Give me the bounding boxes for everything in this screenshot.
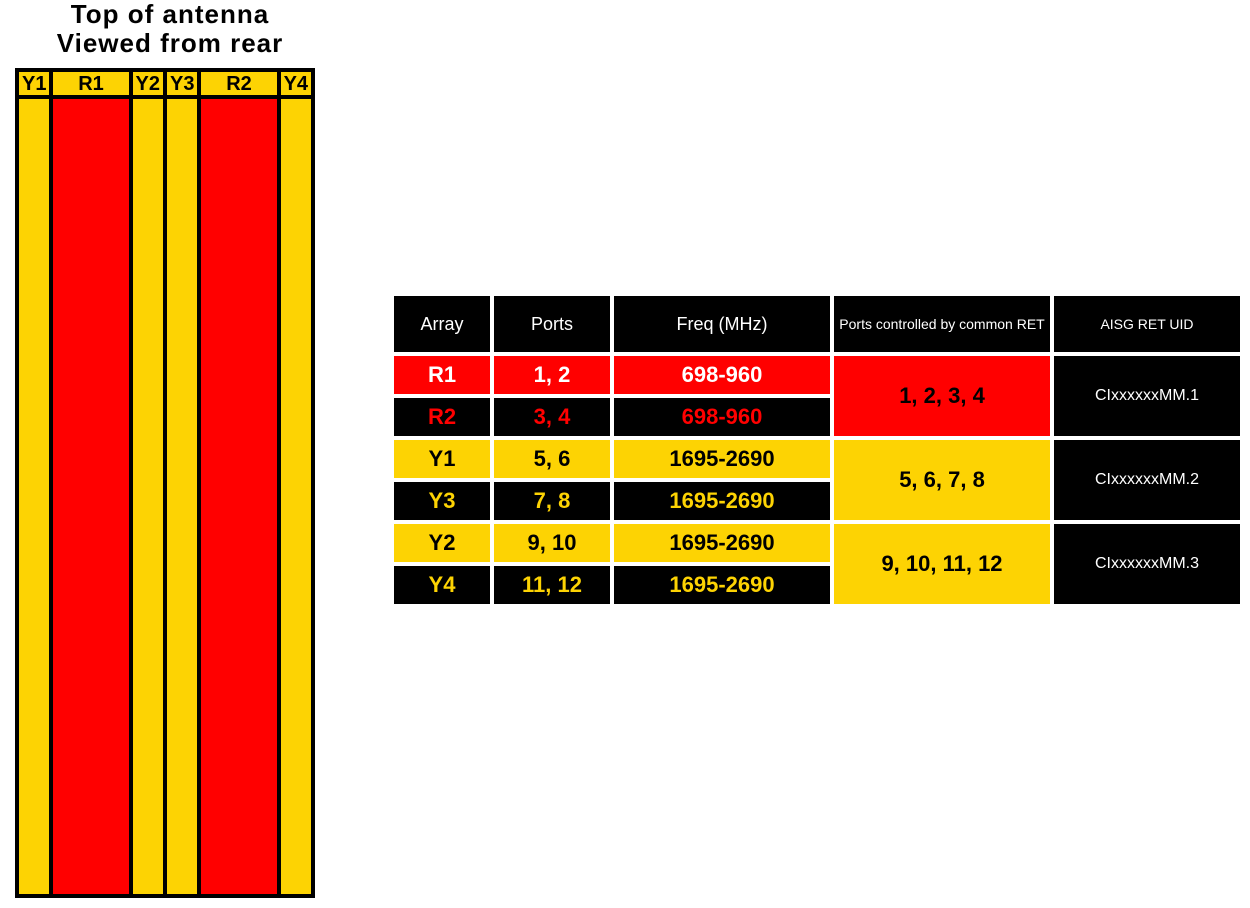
cell-freq: 698-960 <box>612 354 832 396</box>
antenna-column-label: Y4 <box>281 72 311 99</box>
cell-array: Y4 <box>392 564 492 606</box>
cell-uid: CIxxxxxxMM.1 <box>1052 354 1242 438</box>
cell-ports: 5, 6 <box>492 438 612 480</box>
table-header: Array <box>392 294 492 354</box>
table-row: R11, 2698-9601, 2, 3, 4CIxxxxxxMM.1 <box>392 354 1242 396</box>
cell-freq: 1695-2690 <box>612 564 832 606</box>
cell-ports: 11, 12 <box>492 564 612 606</box>
cell-array: Y1 <box>392 438 492 480</box>
antenna-column: R1 <box>53 72 132 894</box>
cell-freq: 1695-2690 <box>612 522 832 564</box>
antenna-column-label: Y1 <box>19 72 49 99</box>
cell-ret-ports: 5, 6, 7, 8 <box>832 438 1052 522</box>
cell-array: Y2 <box>392 522 492 564</box>
cell-uid: CIxxxxxxMM.2 <box>1052 438 1242 522</box>
table-header: Freq (MHz) <box>612 294 832 354</box>
heading-line-2: Viewed from rear <box>0 29 340 58</box>
antenna-column: Y1 <box>19 72 53 894</box>
table-header: AISG RET UID <box>1052 294 1242 354</box>
cell-freq: 1695-2690 <box>612 480 832 522</box>
antenna-column: Y3 <box>167 72 201 894</box>
antenna-column: Y4 <box>281 72 311 894</box>
cell-freq: 1695-2690 <box>612 438 832 480</box>
antenna-column-label: R1 <box>53 72 128 99</box>
cell-array: R1 <box>392 354 492 396</box>
cell-array: Y3 <box>392 480 492 522</box>
array-table: ArrayPortsFreq (MHz)Ports controlled by … <box>390 292 1244 608</box>
cell-freq: 698-960 <box>612 396 832 438</box>
cell-ports: 7, 8 <box>492 480 612 522</box>
antenna-column: Y2 <box>133 72 167 894</box>
cell-uid: CIxxxxxxMM.3 <box>1052 522 1242 606</box>
cell-array: R2 <box>392 396 492 438</box>
antenna-column: R2 <box>201 72 280 894</box>
antenna-column-label: R2 <box>201 72 276 99</box>
cell-ret-ports: 1, 2, 3, 4 <box>832 354 1052 438</box>
antenna-column-label: Y2 <box>133 72 163 99</box>
cell-ports: 1, 2 <box>492 354 612 396</box>
cell-ports: 9, 10 <box>492 522 612 564</box>
cell-ret-ports: 9, 10, 11, 12 <box>832 522 1052 606</box>
table-header: Ports controlled by common RET <box>832 294 1052 354</box>
antenna-column-label: Y3 <box>167 72 197 99</box>
heading-line-1: Top of antenna <box>0 0 340 29</box>
table-row: Y15, 61695-26905, 6, 7, 8CIxxxxxxMM.2 <box>392 438 1242 480</box>
array-table-wrap: ArrayPortsFreq (MHz)Ports controlled by … <box>390 292 1240 608</box>
table-header: Ports <box>492 294 612 354</box>
antenna-diagram: Y1R1Y2Y3R2Y4 <box>15 68 315 898</box>
cell-ports: 3, 4 <box>492 396 612 438</box>
table-row: Y29, 101695-26909, 10, 11, 12CIxxxxxxMM.… <box>392 522 1242 564</box>
antenna-heading: Top of antenna Viewed from rear <box>0 0 340 57</box>
